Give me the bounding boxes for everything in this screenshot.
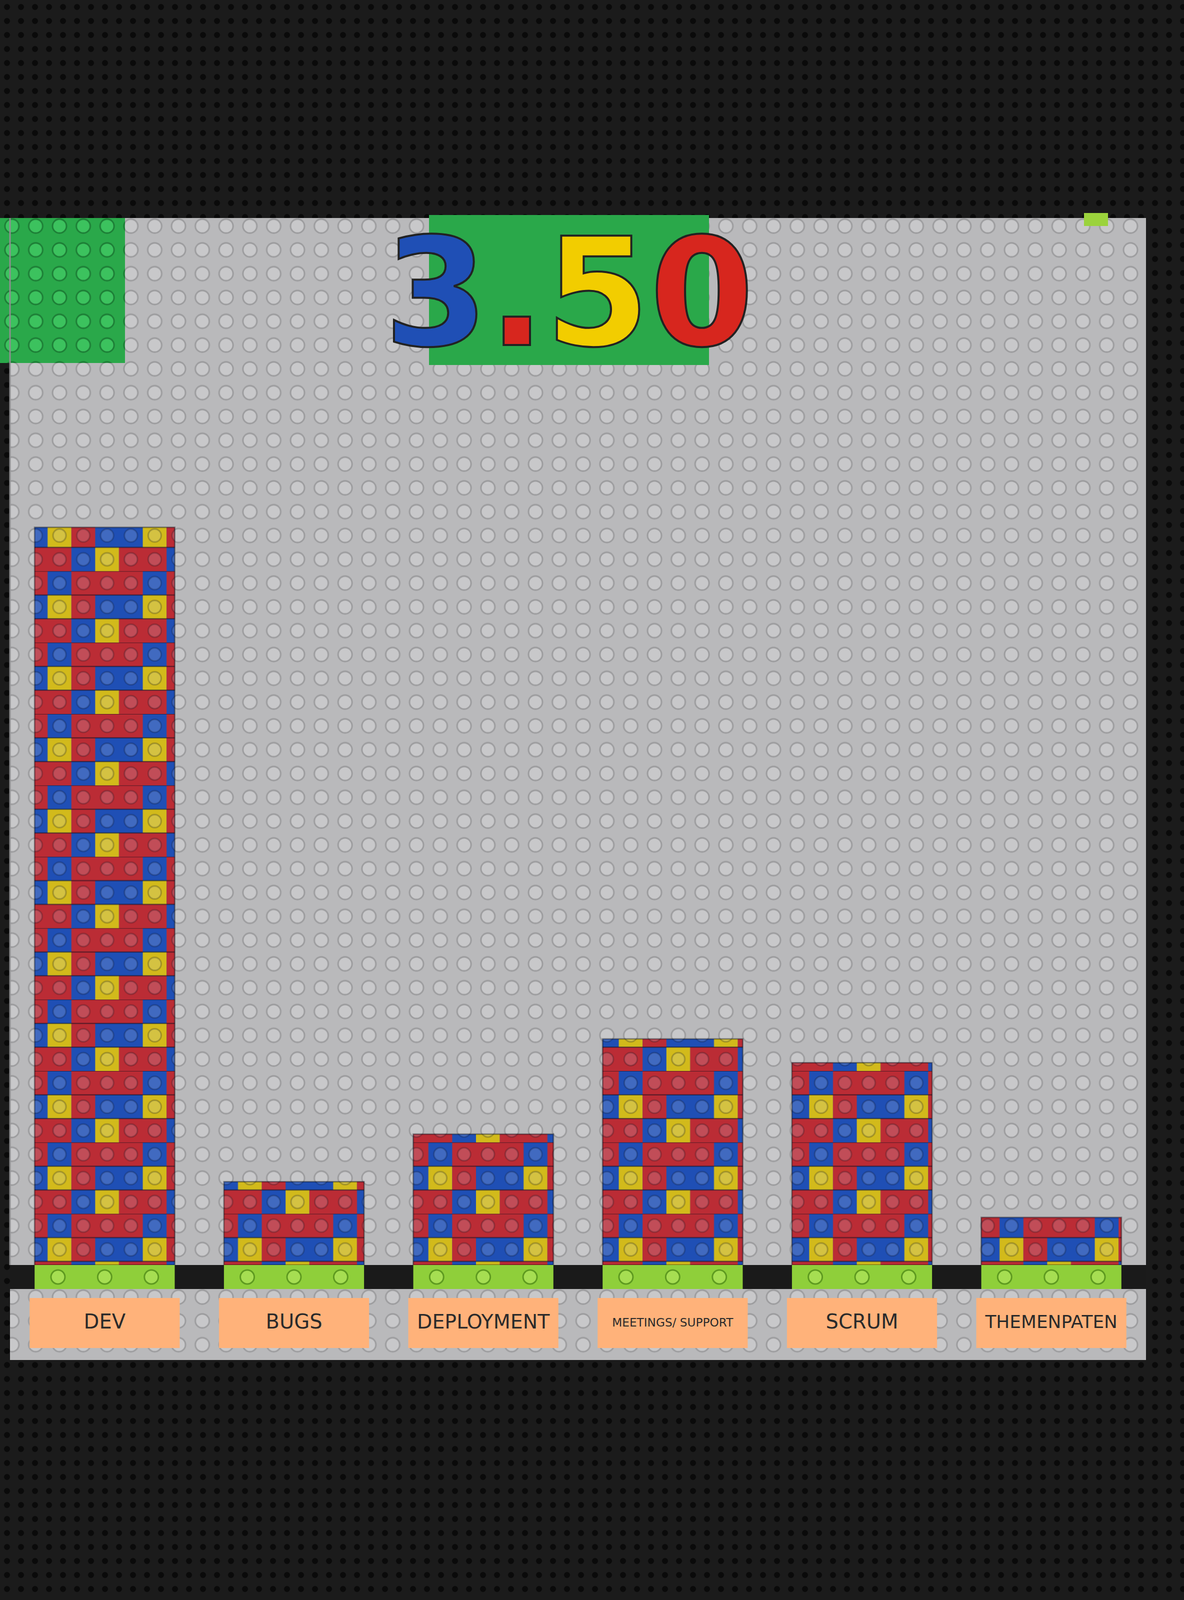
bar-outline: [224, 1181, 364, 1265]
bar-outline: [981, 1217, 1122, 1265]
x-tick-label: SCRUM: [826, 1310, 899, 1333]
green-tile: [1084, 213, 1108, 226]
title: 3.50: [384, 206, 754, 381]
bars: [34, 527, 1122, 1265]
base-stud: [808, 1270, 823, 1284]
green-plate: [0, 218, 125, 363]
bar-base-brick: [34, 1265, 175, 1289]
bar: [224, 1181, 364, 1265]
label-note: [219, 1298, 369, 1348]
bar: [602, 1039, 743, 1265]
x-tick-label: MEETINGS/ SUPPORT: [612, 1315, 734, 1329]
bar-outline: [602, 1039, 743, 1265]
x-tick-label: DEPLOYMENT: [417, 1310, 550, 1333]
base-stud: [429, 1270, 444, 1284]
bar: [413, 1134, 554, 1265]
bar-base-brick: [981, 1265, 1122, 1289]
base-stud: [619, 1270, 633, 1284]
bar-outline: [413, 1134, 554, 1265]
bar-texture: [224, 1181, 364, 1265]
bar-texture: [602, 1039, 743, 1265]
bar-texture: [413, 1134, 554, 1265]
bar-base-brick: [413, 1265, 554, 1289]
bar-outline: [792, 1062, 932, 1265]
baseplate: [10, 218, 1146, 1360]
title-char: 0: [649, 206, 754, 381]
label-note: [408, 1298, 559, 1348]
chart: 3.50 DEV BUGS DEPLOYMENT MEETINGS/ SUPPORT SC…: [0, 0, 1184, 1600]
label-note: [787, 1298, 937, 1348]
bar-base-brick: [224, 1265, 364, 1289]
title-char: .: [488, 206, 546, 381]
base-stud: [476, 1270, 491, 1284]
label-note: [976, 1298, 1127, 1348]
base-stud: [855, 1270, 869, 1284]
bar: [981, 1217, 1122, 1265]
base-stud: [97, 1270, 112, 1284]
x-tick-label: DEV: [84, 1310, 126, 1333]
bar-texture: [34, 527, 175, 1265]
base-stud: [1044, 1270, 1059, 1284]
x-labels: DEV BUGS DEPLOYMENT MEETINGS/ SUPPORT SCRUM T…: [29, 1298, 1127, 1348]
bar: [34, 527, 175, 1265]
bar-outline: [34, 527, 175, 1265]
bar-base-brick: [792, 1265, 932, 1289]
bar: [792, 1062, 932, 1265]
base-stud: [712, 1270, 727, 1284]
chart-root: 3.50 DEV BUGS DEPLOYMENT MEETINGS/ SUPPORT SC…: [0, 0, 1184, 1600]
base-stud: [287, 1270, 301, 1284]
x-tick-label: THEMENPATEN: [984, 1311, 1117, 1332]
base-strip: [10, 1265, 1146, 1289]
base-stud: [333, 1270, 348, 1284]
base-stud: [144, 1270, 159, 1284]
label-note: [29, 1298, 180, 1348]
bar-texture: [792, 1062, 932, 1265]
background: [0, 0, 1184, 1600]
base-stud: [523, 1270, 537, 1284]
y-axis: [9, 218, 11, 1265]
x-tick-label: BUGS: [265, 1310, 322, 1333]
base-stud: [51, 1270, 65, 1284]
base-stud: [665, 1270, 680, 1284]
base-stud: [240, 1270, 255, 1284]
title-char: 5: [545, 206, 650, 381]
title-char: 3: [384, 206, 489, 381]
bar-base-brick: [602, 1265, 743, 1289]
base-stud: [997, 1270, 1012, 1284]
label-note: [597, 1298, 748, 1348]
base-stud: [1091, 1270, 1105, 1284]
base-stud: [901, 1270, 916, 1284]
bar-texture: [981, 1217, 1122, 1265]
